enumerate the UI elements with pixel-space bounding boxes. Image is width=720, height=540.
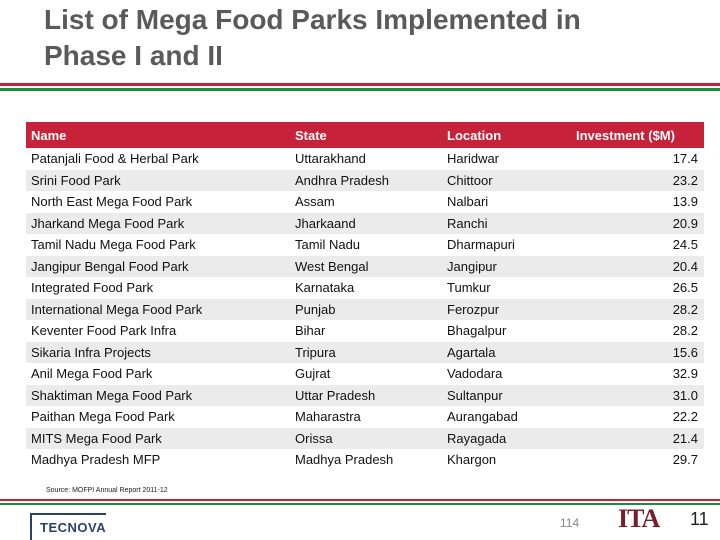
page-number-small: 114	[560, 516, 580, 530]
cell-name: Shaktiman Mega Food Park	[31, 387, 193, 403]
cell-name: Integrated Food Park	[31, 280, 154, 296]
cell-name: Jharkand Mega Food Park	[31, 215, 185, 231]
cell-location: Aurangabad	[447, 409, 518, 425]
table-body: Patanjali Food & Herbal Park Uttarakhand H…	[26, 148, 704, 471]
source-note: Source: MOFPI Annual Report 2011-12	[46, 487, 168, 494]
cell-location: Ranchi	[447, 215, 488, 231]
cell-state: Karnataka	[295, 280, 355, 296]
cell-investment: 28.2	[672, 301, 698, 317]
cell-investment: 20.4	[672, 258, 698, 274]
header-investment: Investment ($M)	[576, 127, 675, 143]
header-location: Location	[447, 127, 502, 143]
mega-food-parks-table: Name State Location Investment ($M) Pata…	[26, 122, 704, 471]
header-state: State	[295, 127, 327, 143]
cell-name: North East Mega Food Park	[31, 194, 193, 210]
cell-state: Bihar	[295, 323, 326, 339]
cell-state: Madhya Pradesh	[295, 452, 394, 468]
cell-state: Maharastra	[295, 409, 361, 425]
cell-name: Srini Food Park	[31, 172, 121, 188]
cell-state: Tamil Nadu	[295, 237, 361, 253]
cell-location: Rayagada	[447, 430, 507, 446]
cell-state: Uttar Pradesh	[295, 387, 376, 403]
table-row: Tamil Nadu Mega Food Park Tamil Nadu Dharm…	[26, 234, 704, 256]
cell-location: Dharmapuri	[447, 237, 515, 253]
cell-state: Punjab	[295, 301, 336, 317]
table-row: Jharkand Mega Food Park Jharkaand Ranchi 20…	[26, 212, 704, 234]
table-row: Jangipur Bengal Food Park West Bengal Jang…	[26, 255, 704, 277]
cell-location: Tumkur	[447, 280, 491, 296]
cell-investment: 29.7	[672, 452, 698, 468]
table-row: MITS Mega Food Park Orissa Rayagada 21.4	[26, 427, 704, 449]
footer-stripe-green	[0, 503, 720, 505]
cell-name: Patanjali Food & Herbal Park	[31, 151, 199, 167]
table-row: Paithan Mega Food Park Maharastra Aurangab…	[26, 406, 704, 428]
cell-name: Tamil Nadu Mega Food Park	[31, 237, 196, 253]
cell-location: Bhagalpur	[447, 323, 507, 339]
cell-investment: 24.5	[672, 237, 698, 253]
cell-location: Ferozpur	[447, 301, 500, 317]
ita-logo: ITA	[618, 504, 684, 540]
slide-title-line-2: Phase I and II	[44, 40, 223, 71]
cell-name: MITS Mega Food Park	[31, 430, 162, 446]
table-row: North East Mega Food Park Assam Nalbari 13.…	[26, 191, 704, 213]
tecnova-logo-text: TECNOVA	[40, 520, 107, 535]
footer-stripe-red	[0, 499, 720, 501]
cell-state: Jharkaand	[295, 215, 356, 231]
tecnova-mark-icon	[34, 520, 38, 535]
slide-title: List of Mega Food Parks Implemented in P…	[44, 2, 684, 74]
table-row: Anil Mega Food Park Gujrat Vadodara 32.9	[26, 363, 704, 385]
cell-name: Paithan Mega Food Park	[31, 409, 175, 425]
cell-name: Keventer Food Park Infra	[31, 323, 177, 339]
cell-investment: 31.0	[672, 387, 698, 403]
title-stripe-green	[0, 88, 720, 91]
tecnova-logo: TECNOVA	[30, 513, 106, 540]
cell-state: Andhra Pradesh	[295, 172, 389, 188]
table-row: Patanjali Food & Herbal Park Uttarakhand H…	[26, 148, 704, 170]
cell-investment: 32.9	[672, 366, 698, 382]
cell-state: Orissa	[295, 430, 333, 446]
page-number: 11	[690, 509, 709, 529]
title-stripe-white	[0, 86, 720, 88]
cell-location: Nalbari	[447, 194, 489, 210]
cell-investment: 15.6	[672, 344, 698, 360]
cell-investment: 21.4	[672, 430, 698, 446]
slide-title-line-1: List of Mega Food Parks Implemented in	[44, 4, 581, 35]
cell-name: Jangipur Bengal Food Park	[31, 258, 189, 274]
table-row: Sikaria Infra Projects Tripura Agartala 15.…	[26, 341, 704, 363]
cell-investment: 28.2	[672, 323, 698, 339]
table-row: Integrated Food Park Karnataka Tumkur 26.5	[26, 277, 704, 299]
cell-investment: 22.2	[672, 409, 698, 425]
cell-state: Uttarakhand	[295, 151, 366, 167]
cell-name: International Mega Food Park	[31, 301, 203, 317]
table-row: Shaktiman Mega Food Park Uttar Pradesh Sul…	[26, 384, 704, 406]
ita-logo-text: ITA	[618, 504, 660, 533]
cell-investment: 13.9	[672, 194, 698, 210]
cell-location: Haridwar	[447, 151, 500, 167]
cell-location: Jangipur	[447, 258, 497, 274]
cell-investment: 23.2	[672, 172, 698, 188]
table-header-row: Name State Location Investment ($M)	[26, 122, 704, 148]
cell-investment: 17.4	[672, 151, 698, 167]
cell-investment: 20.9	[672, 215, 698, 231]
cell-state: Tripura	[295, 344, 336, 360]
cell-location: Sultanpur	[447, 387, 503, 403]
cell-investment: 26.5	[672, 280, 698, 296]
cell-state: Gujrat	[295, 366, 331, 382]
title-stripe-red	[0, 83, 720, 86]
cell-location: Agartala	[447, 344, 496, 360]
cell-state: West Bengal	[295, 258, 369, 274]
table-row: International Mega Food Park Punjab Ferozp…	[26, 298, 704, 320]
table-row: Madhya Pradesh MFP Madhya Pradesh Khargon 2…	[26, 449, 704, 471]
cell-location: Vadodara	[447, 366, 503, 382]
cell-name: Madhya Pradesh MFP	[31, 452, 161, 468]
header-name: Name	[31, 127, 67, 143]
cell-location: Chittoor	[447, 172, 493, 188]
cell-state: Assam	[295, 194, 335, 210]
cell-name: Sikaria Infra Projects	[31, 344, 151, 360]
table-row: Srini Food Park Andhra Pradesh Chittoor 23.…	[26, 169, 704, 191]
cell-name: Anil Mega Food Park	[31, 366, 153, 382]
cell-location: Khargon	[447, 452, 497, 468]
table-row: Keventer Food Park Infra Bihar Bhagalpur 28…	[26, 320, 704, 342]
